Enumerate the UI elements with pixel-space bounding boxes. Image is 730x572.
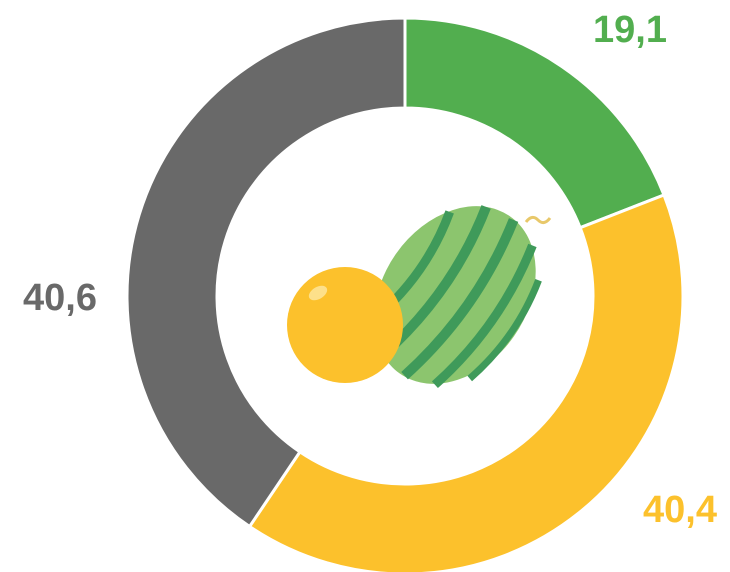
donut [125,16,685,572]
donut-segment [247,193,685,572]
center-icon [287,205,552,389]
donut-segment [125,16,407,529]
value-label: 40,4 [643,489,717,531]
value-label: 40,6 [23,277,97,319]
value-label: 19,1 [593,9,667,51]
